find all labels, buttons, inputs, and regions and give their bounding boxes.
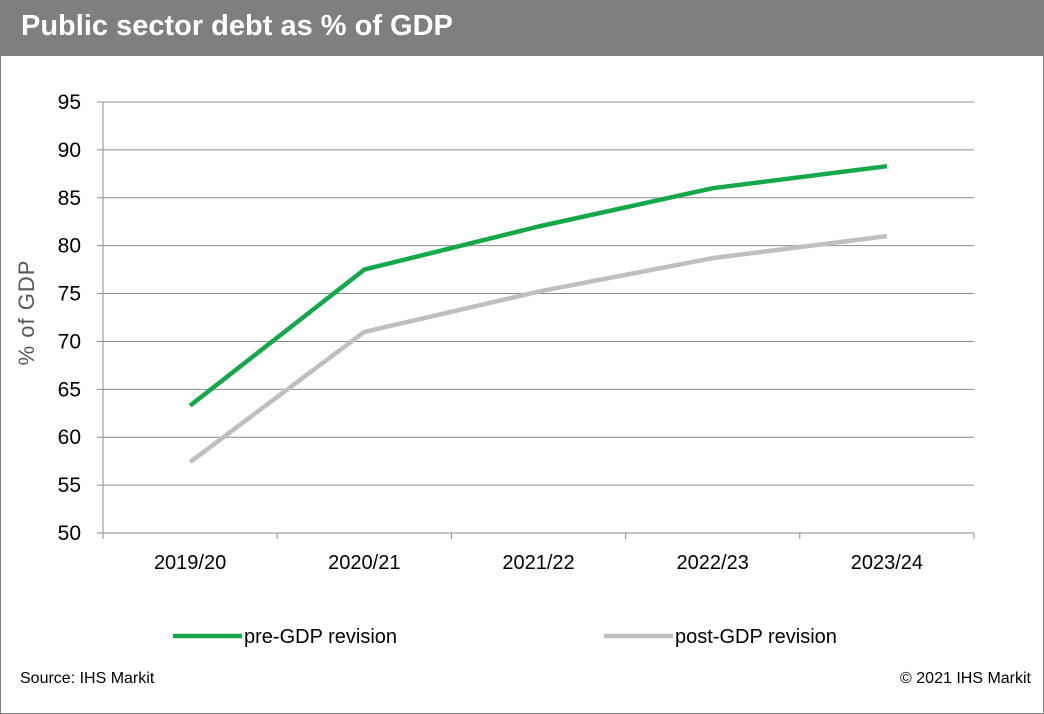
y-tick-label: 70 [58,330,81,353]
chart-title: Public sector debt as % of GDP [21,10,453,42]
y-tick-label: 55 [58,474,81,497]
y-tick-label: 75 [58,283,81,306]
axes: 50 55 60 65 70 75 80 85 90 95 2019/20 2020/21 2021/2… [14,91,975,574]
y-tick-label: 50 [58,522,81,545]
title-bar: Public sector debt as % of GDP [1,1,1043,56]
legend: pre-GDP revision post-GDP revision [173,626,837,648]
y-tick-label: 65 [58,378,81,401]
y-axis-title: % of GDP [14,260,39,366]
x-tick-label: 2023/24 [851,552,923,574]
y-tick-label: 80 [58,235,81,258]
gridlines [103,101,974,534]
series-lines [188,163,888,464]
x-tick-label: 2019/20 [154,552,226,574]
source-note: Source: IHS Markit [20,670,155,687]
y-tick-label: 60 [58,426,81,449]
y-tick-label: 85 [58,187,81,210]
copyright-note: © 2021 IHS Markit [900,670,1031,687]
x-tick-label: 2021/22 [502,552,574,574]
y-tick-label: 90 [58,139,81,162]
x-tick-label: 2022/23 [677,552,749,574]
x-tick-label: 2020/21 [328,552,400,574]
legend-label: pre-GDP revision [244,626,397,648]
series-line-post-gdp-revision [188,233,888,464]
series-line-pre-gdp-revision [188,163,888,408]
y-tick-label: 95 [58,91,81,114]
legend-label: post-GDP revision [675,626,837,648]
